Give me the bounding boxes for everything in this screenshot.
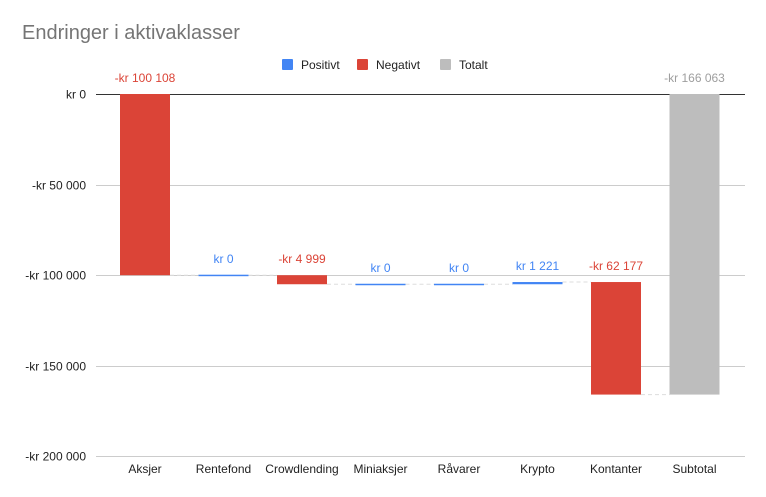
x-tick-label-crowdlending: Crowdlending bbox=[265, 462, 338, 476]
legend-label: Positivt bbox=[301, 58, 340, 72]
data-label-kontanter: -kr 62 177 bbox=[589, 259, 643, 273]
x-tick-label-aksjer: Aksjer bbox=[128, 462, 161, 476]
connector-lines bbox=[170, 274, 670, 396]
chart-title: Endringer i aktivaklasser bbox=[22, 22, 240, 44]
data-label-krypto: kr 1 221 bbox=[516, 259, 560, 273]
bar-aksjer bbox=[120, 94, 170, 276]
data-label-rentefond: kr 0 bbox=[213, 252, 233, 266]
x-tick-label-rentefond: Rentefond bbox=[196, 462, 251, 476]
bar-krypto bbox=[512, 282, 563, 285]
y-axis: kr 0 -kr 50 000 -kr 100 000 -kr 150 000 -kr … bbox=[25, 88, 86, 464]
bar-rentefond bbox=[198, 274, 249, 277]
legend-label: Negativt bbox=[376, 58, 421, 72]
legend-label: Totalt bbox=[459, 58, 488, 72]
y-tick-label: -kr 50 000 bbox=[32, 179, 86, 193]
data-labels: -kr 100 108 kr 0 -kr 4 999 kr 0 kr 0 kr 1 221… bbox=[115, 71, 726, 275]
legend-swatch bbox=[440, 59, 451, 70]
legend-swatch bbox=[282, 59, 293, 70]
x-tick-label-subtotal: Subtotal bbox=[672, 462, 716, 476]
x-tick-label-ravarer: Råvarer bbox=[438, 462, 481, 476]
bars bbox=[120, 94, 720, 395]
data-label-crowdlending: -kr 4 999 bbox=[278, 252, 326, 266]
x-tick-label-miniaksjer: Miniaksjer bbox=[353, 462, 407, 476]
bar-ravarer bbox=[434, 283, 484, 286]
data-label-aksjer: -kr 100 108 bbox=[115, 71, 176, 85]
bar-kontanter bbox=[591, 282, 641, 395]
bar-miniaksjer bbox=[355, 283, 406, 286]
x-tick-label-kontanter: Kontanter bbox=[590, 462, 642, 476]
data-label-ravarer: kr 0 bbox=[449, 261, 469, 275]
legend-swatch bbox=[357, 59, 368, 70]
data-label-subtotal: -kr 166 063 bbox=[664, 71, 725, 85]
legend-item-positivt: Positivt bbox=[282, 58, 340, 72]
bar-crowdlending bbox=[277, 275, 327, 285]
x-axis: Aksjer Rentefond Crowdlending Miniaksjer Råv… bbox=[128, 462, 716, 476]
y-tick-label: -kr 150 000 bbox=[25, 360, 86, 374]
data-label-miniaksjer: kr 0 bbox=[370, 261, 390, 275]
y-tick-label: kr 0 bbox=[66, 88, 86, 102]
legend-item-totalt: Totalt bbox=[440, 58, 488, 72]
bar-subtotal bbox=[669, 94, 720, 395]
chart-legend: Positivt Negativt Totalt bbox=[282, 58, 488, 72]
y-tick-label: -kr 200 000 bbox=[25, 450, 86, 464]
y-tick-label: -kr 100 000 bbox=[25, 269, 86, 283]
legend-item-negativt: Negativt bbox=[357, 58, 421, 72]
x-tick-label-krypto: Krypto bbox=[520, 462, 555, 476]
